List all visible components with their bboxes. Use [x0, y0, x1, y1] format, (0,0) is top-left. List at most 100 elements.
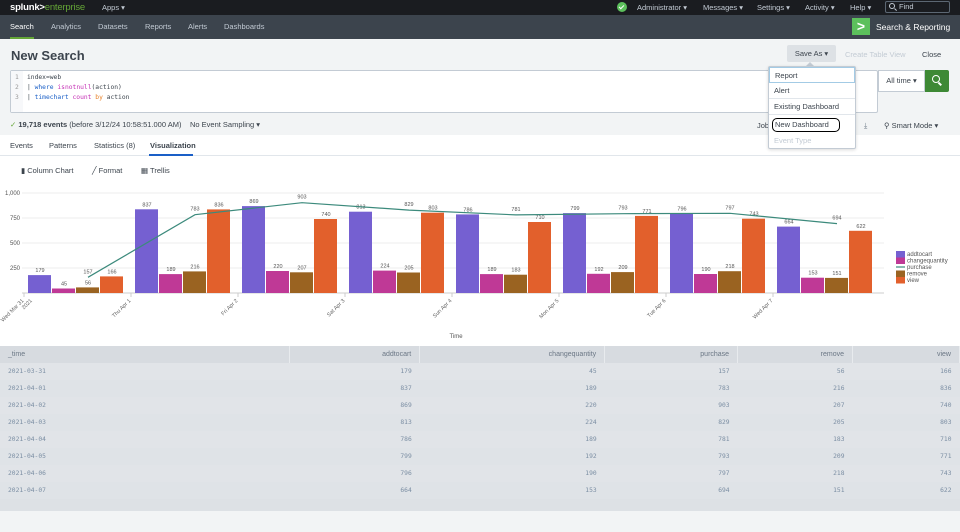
bar-remove[interactable] [718, 271, 741, 293]
bar-view[interactable] [314, 219, 337, 293]
bar-addtocart[interactable] [563, 213, 586, 293]
table-cell-time[interactable]: 2021-04-01 [0, 380, 290, 397]
table-cell-changequantity[interactable]: 153 [419, 482, 605, 499]
nav-datasets[interactable]: Datasets [98, 22, 128, 31]
table-cell-remove[interactable]: 183 [737, 431, 853, 448]
table-cell-remove[interactable]: 207 [737, 397, 853, 414]
menu-item-existing-dashboard[interactable]: Existing Dashboard [769, 99, 855, 115]
table-cell-remove[interactable]: 209 [737, 448, 853, 465]
column-header-purchase[interactable]: purchase [604, 346, 739, 363]
nav-analytics[interactable]: Analytics [51, 22, 82, 31]
bar-remove[interactable] [290, 272, 313, 293]
bar-view[interactable] [207, 209, 230, 293]
bar-changequantity[interactable] [266, 271, 289, 293]
menu-item-new-dashboard[interactable]: New Dashboard [772, 118, 840, 132]
search-mode-dropdown[interactable]: ⚲ Smart Mode ▾ [884, 121, 939, 130]
table-cell-view[interactable]: 836 [852, 380, 960, 397]
bar-view[interactable] [635, 215, 658, 293]
legend-item-view[interactable]: view [907, 278, 920, 284]
table-cell-purchase[interactable]: 797 [604, 465, 738, 482]
activity-menu[interactable]: Activity ▾ [805, 3, 835, 12]
column-header-view[interactable]: view [852, 346, 960, 363]
bar-remove[interactable] [825, 277, 848, 293]
format-button[interactable]: ╱ Format [92, 166, 123, 175]
tab-events[interactable]: Events [10, 141, 33, 150]
run-search-button[interactable] [925, 70, 949, 92]
tab-patterns[interactable]: Patterns [49, 141, 77, 150]
legend-item-remove[interactable]: remove [907, 272, 928, 278]
health-status-icon[interactable] [617, 2, 627, 12]
nav-reports[interactable]: Reports [145, 22, 172, 31]
table-cell-time[interactable]: 2021-04-02 [0, 397, 290, 414]
splunk-logo[interactable]: splunk>enterprise [10, 2, 86, 13]
table-cell-purchase[interactable]: 829 [604, 414, 738, 431]
nav-search[interactable]: Search [10, 22, 34, 31]
bar-remove[interactable] [504, 274, 527, 293]
bar-changequantity[interactable] [694, 274, 717, 293]
chart-type-button[interactable]: ▮ Column Chart [21, 166, 74, 175]
table-cell-changequantity[interactable]: 189 [419, 431, 605, 448]
table-cell-remove[interactable]: 216 [737, 380, 853, 397]
table-cell-purchase[interactable]: 783 [604, 380, 738, 397]
bar-addtocart[interactable] [777, 226, 800, 293]
bar-view[interactable] [849, 230, 872, 293]
job-menu[interactable]: Job [757, 121, 770, 130]
table-cell-time[interactable]: 2021-04-07 [0, 482, 290, 499]
app-name[interactable]: Search & Reporting [876, 22, 951, 32]
bar-remove[interactable] [397, 272, 420, 294]
event-sampling-dropdown[interactable]: No Event Sampling ▾ [190, 120, 261, 129]
nav-dashboards[interactable]: Dashboards [224, 22, 265, 31]
tab-visualization[interactable]: Visualization [150, 141, 196, 150]
table-cell-view[interactable]: 622 [852, 482, 960, 499]
table-cell-view[interactable]: 771 [852, 448, 960, 465]
table-cell-addtocart[interactable]: 799 [289, 448, 420, 465]
tab-statistics[interactable]: Statistics (8) [94, 141, 136, 150]
table-cell-purchase[interactable]: 781 [604, 431, 738, 448]
close-button[interactable]: Close [922, 50, 942, 59]
find-input[interactable]: Find [885, 1, 950, 13]
table-cell-addtocart[interactable]: 179 [289, 363, 420, 380]
bar-view[interactable] [742, 218, 765, 293]
table-cell-changequantity[interactable]: 190 [419, 465, 605, 482]
table-cell-changequantity[interactable]: 224 [419, 414, 605, 431]
time-range-picker[interactable]: All time ▾ [878, 70, 925, 92]
messages-menu[interactable]: Messages ▾ [703, 3, 744, 12]
bar-view[interactable] [528, 222, 551, 293]
table-cell-changequantity[interactable]: 45 [419, 363, 605, 380]
save-as-button[interactable]: Save As ▾ [787, 45, 836, 62]
table-cell-addtocart[interactable]: 837 [289, 380, 420, 397]
legend-item-purchase[interactable]: purchase [907, 265, 932, 271]
bar-addtocart[interactable] [456, 214, 479, 293]
table-cell-time[interactable]: 2021-04-03 [0, 414, 290, 431]
table-cell-view[interactable]: 740 [852, 397, 960, 414]
legend-item-changequantity[interactable]: changequantity [907, 259, 948, 265]
table-cell-view[interactable]: 166 [852, 363, 960, 380]
bar-addtocart[interactable] [28, 275, 51, 293]
legend-item-addtocart[interactable]: addtocart [907, 252, 932, 258]
bar-addtocart[interactable] [349, 211, 372, 293]
table-cell-addtocart[interactable]: 869 [289, 397, 420, 414]
apps-menu[interactable]: Apps ▾ [102, 3, 125, 12]
column-header-changequantity[interactable]: changequantity [419, 346, 606, 363]
bar-changequantity[interactable] [159, 274, 182, 293]
table-cell-addtocart[interactable]: 796 [289, 465, 420, 482]
table-cell-view[interactable]: 743 [852, 465, 960, 482]
table-cell-addtocart[interactable]: 786 [289, 431, 420, 448]
line-purchase[interactable] [87, 202, 838, 278]
menu-item-alert[interactable]: Alert [769, 83, 855, 99]
table-cell-remove[interactable]: 151 [737, 482, 853, 499]
bar-remove[interactable] [183, 271, 206, 293]
table-cell-addtocart[interactable]: 813 [289, 414, 420, 431]
bar-addtocart[interactable] [242, 206, 265, 293]
bar-changequantity[interactable] [480, 274, 503, 293]
table-cell-time[interactable]: 2021-04-04 [0, 431, 290, 448]
help-menu[interactable]: Help ▾ [850, 3, 872, 12]
table-cell-purchase[interactable]: 157 [604, 363, 738, 380]
bar-changequantity[interactable] [587, 273, 610, 293]
table-cell-time[interactable]: 2021-04-06 [0, 465, 290, 482]
menu-item-report[interactable]: Report [769, 67, 855, 83]
table-cell-view[interactable]: 803 [852, 414, 960, 431]
table-cell-changequantity[interactable]: 192 [419, 448, 605, 465]
bar-view[interactable] [100, 276, 123, 293]
bar-addtocart[interactable] [670, 213, 693, 293]
